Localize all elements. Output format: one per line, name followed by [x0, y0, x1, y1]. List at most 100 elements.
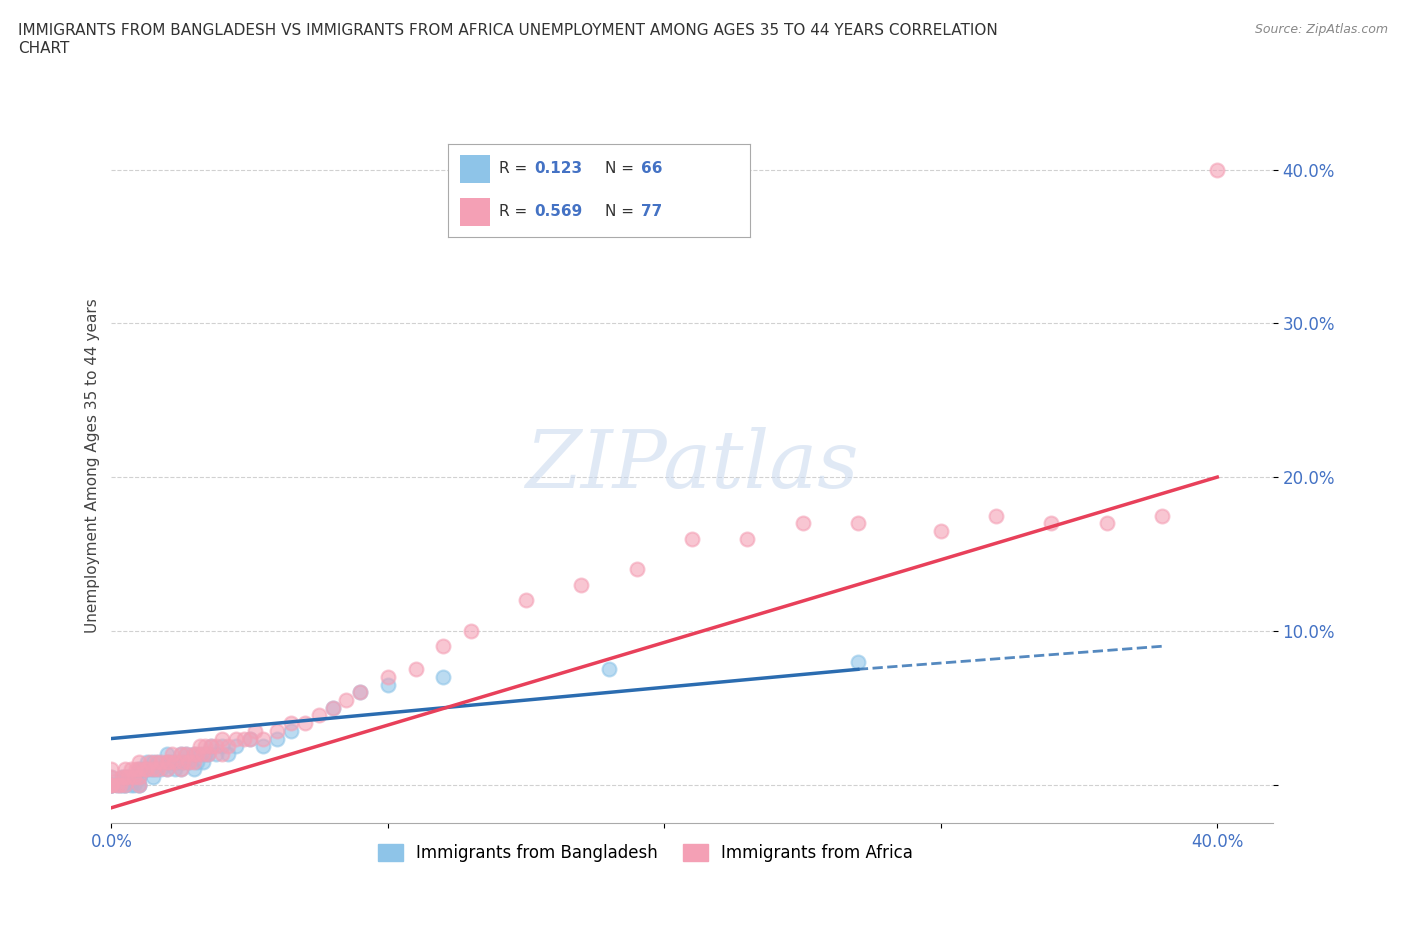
- Point: [252, 731, 274, 746]
- Point: [1206, 162, 1229, 177]
- Point: [150, 754, 173, 769]
- Point: [1095, 516, 1118, 531]
- Point: [111, 777, 134, 792]
- Point: [846, 516, 869, 531]
- Point: [139, 762, 162, 777]
- Point: [217, 738, 239, 753]
- Point: [128, 777, 150, 792]
- Point: [205, 738, 228, 753]
- Point: [125, 762, 148, 777]
- Point: [280, 716, 302, 731]
- Point: [322, 700, 344, 715]
- Point: [114, 762, 136, 777]
- Point: [100, 777, 122, 792]
- Point: [145, 762, 167, 777]
- Point: [200, 738, 222, 753]
- Point: [166, 754, 188, 769]
- Point: [114, 777, 136, 792]
- Point: [111, 769, 134, 784]
- Point: [163, 754, 186, 769]
- Point: [280, 724, 302, 738]
- Point: [626, 562, 648, 577]
- Point: [792, 516, 814, 531]
- Point: [108, 777, 131, 792]
- Point: [128, 762, 150, 777]
- Point: [681, 531, 703, 546]
- Point: [100, 769, 122, 784]
- Point: [211, 731, 233, 746]
- Point: [156, 747, 179, 762]
- Point: [252, 738, 274, 753]
- Point: [191, 747, 214, 762]
- Point: [148, 754, 170, 769]
- Point: [100, 777, 122, 792]
- Point: [159, 754, 181, 769]
- Point: [1150, 508, 1173, 523]
- Point: [142, 762, 165, 777]
- Point: [460, 623, 482, 638]
- Point: [128, 762, 150, 777]
- Point: [266, 731, 288, 746]
- Point: [111, 769, 134, 784]
- Point: [243, 724, 266, 738]
- Point: [128, 769, 150, 784]
- Point: [200, 738, 222, 753]
- Point: [183, 762, 205, 777]
- Point: [142, 769, 165, 784]
- Point: [191, 754, 214, 769]
- Point: [128, 769, 150, 784]
- Point: [122, 769, 145, 784]
- Point: [183, 747, 205, 762]
- Point: [194, 738, 217, 753]
- Point: [163, 762, 186, 777]
- Point: [377, 677, 399, 692]
- Point: [156, 754, 179, 769]
- Point: [571, 578, 593, 592]
- Point: [225, 738, 247, 753]
- Point: [432, 639, 454, 654]
- Point: [128, 777, 150, 792]
- Point: [122, 769, 145, 784]
- Point: [114, 769, 136, 784]
- Point: [128, 769, 150, 784]
- Point: [233, 731, 256, 746]
- Point: [136, 762, 159, 777]
- Point: [211, 747, 233, 762]
- Point: [100, 777, 122, 792]
- Point: [174, 747, 197, 762]
- Point: [169, 747, 191, 762]
- Point: [114, 769, 136, 784]
- Point: [169, 747, 191, 762]
- Point: [108, 777, 131, 792]
- Y-axis label: Unemployment Among Ages 35 to 44 years: Unemployment Among Ages 35 to 44 years: [86, 299, 100, 633]
- Point: [188, 747, 211, 762]
- Point: [100, 777, 122, 792]
- Point: [294, 716, 316, 731]
- Point: [100, 777, 122, 792]
- Point: [239, 731, 262, 746]
- Point: [598, 662, 620, 677]
- Point: [156, 754, 179, 769]
- Point: [120, 777, 142, 792]
- Point: [169, 762, 191, 777]
- Text: ZIPatlas: ZIPatlas: [526, 427, 859, 504]
- Point: [225, 731, 247, 746]
- Point: [172, 754, 194, 769]
- Point: [183, 754, 205, 769]
- Point: [150, 762, 173, 777]
- Point: [156, 762, 179, 777]
- Point: [349, 685, 371, 700]
- Point: [125, 769, 148, 784]
- Point: [846, 654, 869, 669]
- Point: [131, 762, 153, 777]
- Point: [308, 708, 330, 723]
- Point: [169, 762, 191, 777]
- Point: [114, 777, 136, 792]
- Point: [205, 747, 228, 762]
- Point: [432, 670, 454, 684]
- Point: [186, 747, 208, 762]
- Point: [405, 662, 427, 677]
- Point: [735, 531, 758, 546]
- Point: [139, 754, 162, 769]
- Legend: Immigrants from Bangladesh, Immigrants from Africa: Immigrants from Bangladesh, Immigrants f…: [371, 837, 920, 869]
